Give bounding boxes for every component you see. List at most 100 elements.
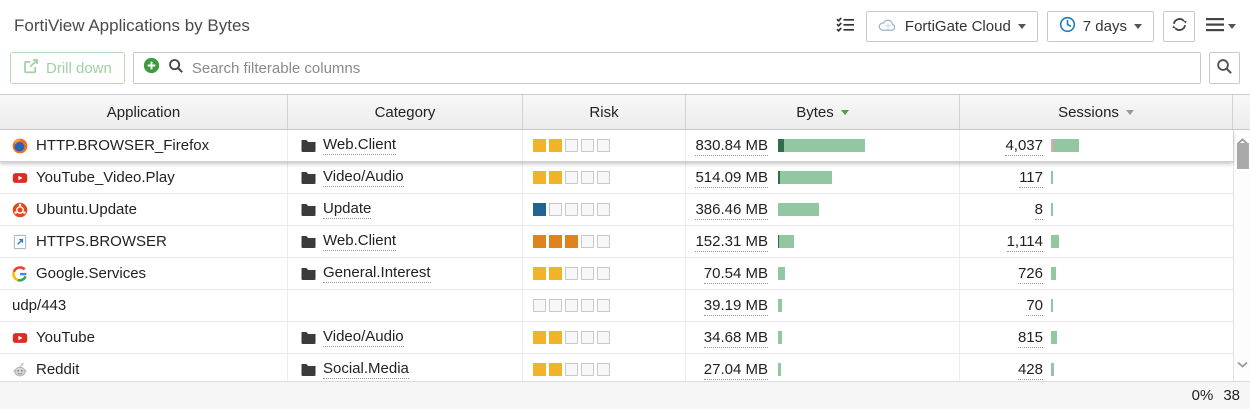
sessions-value[interactable]: 4,037: [1005, 137, 1043, 156]
scroll-up-icon[interactable]: [1236, 133, 1249, 151]
sessions-value[interactable]: 8: [1034, 201, 1043, 220]
application-name: YouTube: [36, 329, 95, 346]
sessions-cell[interactable]: 117: [960, 162, 1233, 193]
category-value[interactable]: Social.Media: [323, 360, 409, 379]
bytes-cell[interactable]: 39.19 MB: [686, 290, 960, 321]
bytes-cell[interactable]: 27.04 MB: [686, 354, 960, 381]
bytes-cell[interactable]: 34.68 MB: [686, 322, 960, 353]
risk-square-empty: [597, 363, 610, 376]
table-row[interactable]: Google.Services General.Interest 70.54 MB 7…: [0, 258, 1233, 290]
bytes-value[interactable]: 39.19 MB: [703, 297, 768, 316]
bytes-value[interactable]: 152.31 MB: [695, 233, 768, 252]
table-row[interactable]: Reddit Social.Media 27.04 MB 428: [0, 354, 1233, 381]
time-period-dropdown[interactable]: 7 days: [1046, 10, 1154, 42]
application-cell[interactable]: Google.Services: [0, 258, 288, 289]
table-row[interactable]: udp/443 39.19 MB 70: [0, 290, 1233, 322]
category-value[interactable]: General.Interest: [323, 264, 431, 283]
folder-icon: [300, 362, 316, 378]
vertical-scrollbar[interactable]: [1233, 130, 1250, 381]
table-row[interactable]: HTTPS.BROWSER Web.Client 152.31 MB 1,114: [0, 226, 1233, 258]
table-row[interactable]: HTTP.BROWSER_Firefox Web.Client 830.84 MB 4…: [0, 130, 1233, 162]
category-cell[interactable]: General.Interest: [288, 258, 523, 289]
bytes-cell[interactable]: 514.09 MB: [686, 162, 960, 193]
sessions-allowed-segment: [1051, 235, 1059, 248]
sessions-cell[interactable]: 428: [960, 354, 1233, 381]
application-cell[interactable]: YouTube: [0, 322, 288, 353]
category-value[interactable]: Update: [323, 200, 372, 219]
search-input[interactable]: [191, 59, 1191, 77]
bytes-cell[interactable]: 386.46 MB: [686, 194, 960, 225]
category-cell[interactable]: Video/Audio: [288, 162, 523, 193]
table-row[interactable]: YouTube_Video.Play Video/Audio 514.09 MB 11…: [0, 162, 1233, 194]
sessions-value[interactable]: 117: [1019, 169, 1043, 188]
category-value[interactable]: Video/Audio: [323, 328, 404, 347]
data-source-dropdown[interactable]: FortiGate Cloud: [865, 10, 1038, 42]
risk-square-filled: [549, 139, 562, 152]
risk-rating: [523, 354, 686, 381]
category-value[interactable]: Web.Client: [323, 136, 397, 155]
category-cell[interactable]: Web.Client: [288, 130, 523, 161]
category-cell[interactable]: Social.Media: [288, 354, 523, 381]
bytes-value[interactable]: 386.46 MB: [695, 201, 768, 220]
bytes-value[interactable]: 27.04 MB: [703, 361, 768, 380]
sessions-cell[interactable]: 4,037: [960, 130, 1233, 161]
scroll-down-icon[interactable]: [1236, 356, 1249, 374]
add-filter-icon[interactable]: [143, 57, 160, 79]
category-cell[interactable]: Update: [288, 194, 523, 225]
sessions-blocked-segment: [1051, 139, 1053, 152]
risk-square-empty: [581, 331, 594, 344]
application-cell[interactable]: YouTube_Video.Play: [0, 162, 288, 193]
category-value[interactable]: Video/Audio: [323, 168, 404, 187]
page-title: FortiView Applications by Bytes: [14, 16, 250, 35]
search-filter-bar[interactable]: [132, 52, 1201, 84]
application-cell[interactable]: udp/443: [0, 290, 288, 321]
sessions-cell[interactable]: 1,114: [960, 226, 1233, 257]
bytes-value[interactable]: 34.68 MB: [703, 329, 768, 348]
sessions-cell[interactable]: 726: [960, 258, 1233, 289]
application-cell[interactable]: HTTP.BROWSER_Firefox: [0, 130, 288, 161]
category-cell[interactable]: Web.Client: [288, 226, 523, 257]
bytes-bar: [778, 203, 819, 216]
column-header-sessions[interactable]: Sessions: [960, 95, 1233, 129]
sessions-value[interactable]: 428: [1017, 361, 1043, 380]
bytes-received-segment: [779, 235, 794, 248]
bytes-value[interactable]: 830.84 MB: [695, 137, 768, 156]
bytes-value[interactable]: 70.54 MB: [703, 265, 768, 284]
top-bar: FortiView Applications by Bytes FortiGat…: [0, 0, 1250, 52]
drill-down-button[interactable]: Drill down: [10, 52, 125, 84]
table-row[interactable]: Ubuntu.Update Update 386.46 MB 8: [0, 194, 1233, 226]
category-value[interactable]: Web.Client: [323, 232, 397, 251]
column-header-category[interactable]: Category: [288, 95, 523, 129]
chevron-down-icon: [1228, 23, 1236, 29]
sessions-value[interactable]: 70: [1026, 297, 1043, 316]
application-cell[interactable]: Ubuntu.Update: [0, 194, 288, 225]
bytes-cell[interactable]: 152.31 MB: [686, 226, 960, 257]
bytes-value[interactable]: 514.09 MB: [695, 169, 768, 188]
search-submit-button[interactable]: [1209, 52, 1240, 84]
sessions-cell[interactable]: 8: [960, 194, 1233, 225]
column-header-application[interactable]: Application: [0, 95, 288, 129]
scrollbar-thumb[interactable]: [1237, 143, 1249, 169]
column-header-bytes[interactable]: Bytes: [686, 95, 960, 129]
sessions-value[interactable]: 815: [1017, 329, 1043, 348]
risk-square-filled: [549, 363, 562, 376]
bytes-cell[interactable]: 70.54 MB: [686, 258, 960, 289]
refresh-button[interactable]: [1163, 10, 1195, 42]
risk-rating: [523, 258, 686, 289]
menu-dropdown-button[interactable]: [1204, 16, 1238, 37]
risk-square-empty: [565, 331, 578, 344]
folder-icon: [300, 138, 316, 154]
sessions-cell[interactable]: 815: [960, 322, 1233, 353]
bytes-cell[interactable]: 830.84 MB: [686, 130, 960, 161]
search-icon: [168, 58, 184, 79]
category-cell[interactable]: Video/Audio: [288, 322, 523, 353]
table-row[interactable]: YouTube Video/Audio 34.68 MB 815: [0, 322, 1233, 354]
application-cell[interactable]: HTTPS.BROWSER: [0, 226, 288, 257]
sessions-cell[interactable]: 70: [960, 290, 1233, 321]
risk-square-empty: [597, 139, 610, 152]
application-cell[interactable]: Reddit: [0, 354, 288, 381]
sessions-value[interactable]: 1,114: [1006, 233, 1043, 252]
column-header-risk[interactable]: Risk: [523, 95, 686, 129]
column-settings-button[interactable]: [834, 14, 857, 39]
sessions-value[interactable]: 726: [1017, 265, 1043, 284]
